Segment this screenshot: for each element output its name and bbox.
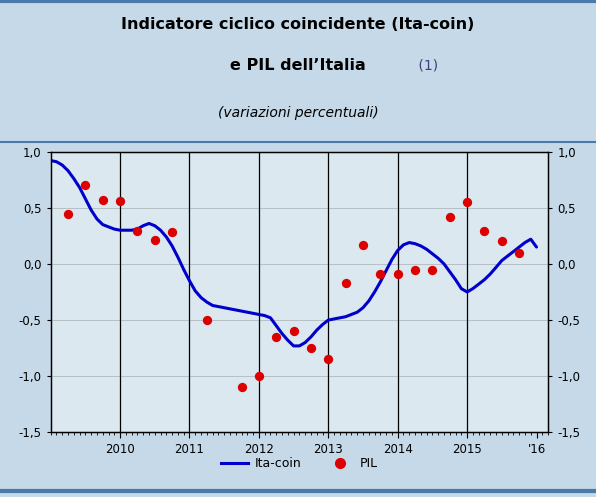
Point	[514, 248, 524, 256]
Point	[358, 241, 368, 249]
Point	[115, 197, 125, 205]
Point	[445, 213, 455, 221]
Legend: Ita-coin, PIL: Ita-coin, PIL	[216, 452, 383, 475]
Point	[271, 333, 281, 341]
Point	[98, 196, 107, 204]
Point	[324, 355, 333, 363]
Point	[63, 211, 73, 219]
Point	[393, 270, 402, 278]
Point	[80, 181, 90, 189]
Point	[480, 227, 489, 235]
Point	[202, 316, 212, 324]
Point	[254, 372, 263, 380]
Point	[497, 238, 507, 246]
Point	[289, 328, 299, 335]
Point	[133, 227, 142, 235]
Text: (variazioni percentuali): (variazioni percentuali)	[218, 106, 378, 120]
Point	[237, 384, 246, 392]
Point	[375, 270, 385, 278]
Point	[306, 344, 316, 352]
Point	[410, 265, 420, 273]
Point	[341, 279, 350, 287]
Point	[428, 265, 437, 273]
Point	[167, 229, 177, 237]
Text: (1): (1)	[414, 59, 438, 73]
Point	[150, 237, 160, 245]
Text: Indicatore ciclico coincidente (Ita-coin): Indicatore ciclico coincidente (Ita-coin…	[122, 17, 474, 32]
Point	[462, 198, 472, 206]
Text: e PIL dell’Italia: e PIL dell’Italia	[230, 59, 366, 74]
